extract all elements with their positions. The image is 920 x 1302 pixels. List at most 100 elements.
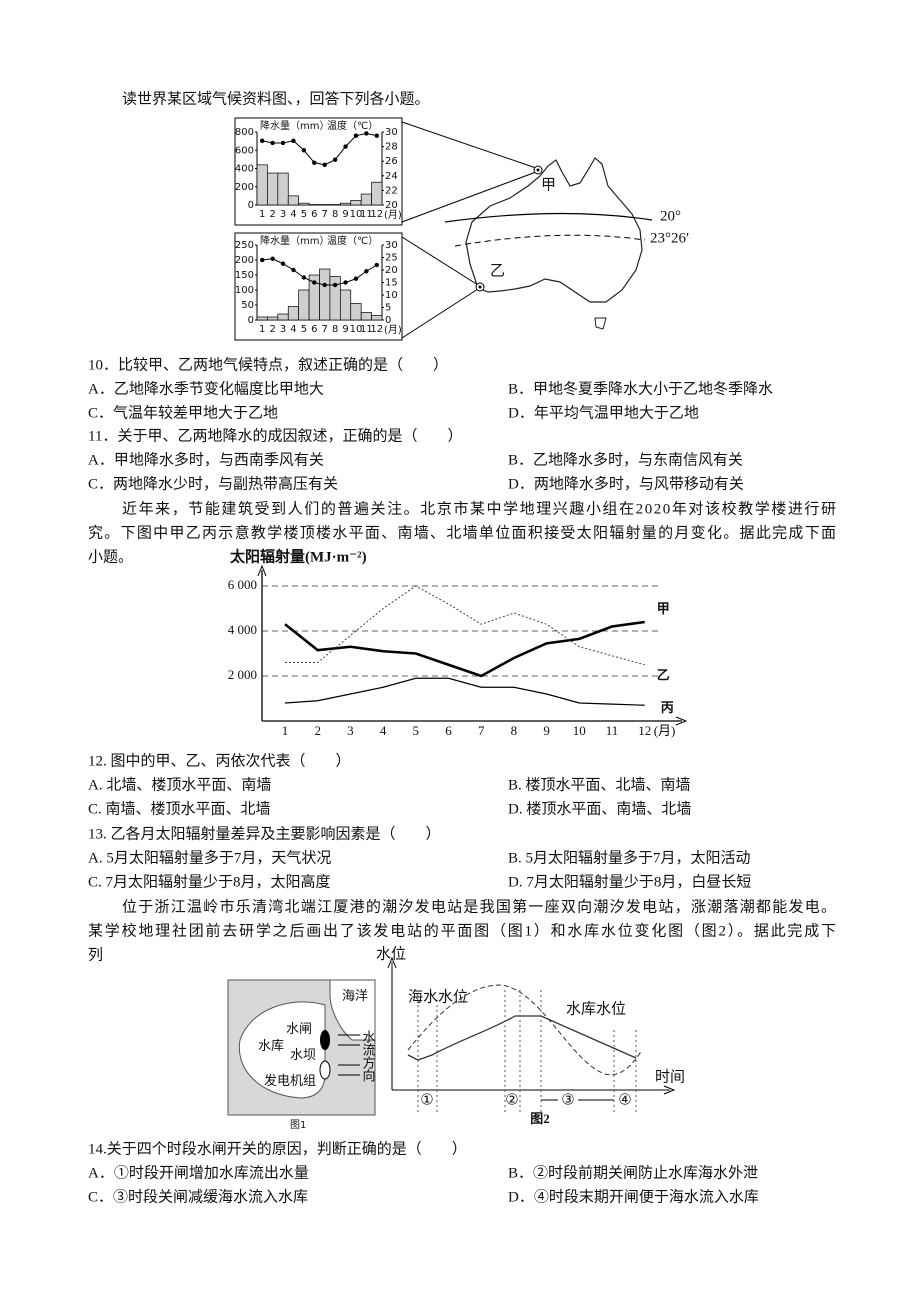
y-tick-label: 0 — [248, 200, 254, 211]
precip-bar — [350, 200, 362, 206]
temp-point — [322, 162, 327, 168]
x-tick-label: 1 — [259, 324, 265, 335]
precip-bar — [371, 315, 383, 321]
y2-tick-label: 20 — [385, 265, 398, 276]
fig-label: 发电机组 — [264, 1073, 316, 1088]
fig-label: ② — [505, 1092, 518, 1108]
fig-label: 水位 — [376, 945, 406, 962]
connector — [401, 171, 537, 223]
y2-tick-label: 25 — [385, 253, 398, 264]
latitude-line — [444, 212, 653, 223]
passage-line: 小题。 — [88, 548, 133, 565]
question-option: A．甲地降水多时，与西南季风有关 — [88, 451, 324, 468]
x-tick-label: 8 — [332, 209, 338, 220]
x-tick-label: 1 — [282, 723, 289, 738]
x-tick-label: 5 — [413, 723, 420, 738]
series-line — [285, 585, 645, 666]
y2-tick-label: 5 — [385, 303, 391, 314]
x-tick-label: 1 — [259, 209, 265, 220]
y-tick-label: 6 000 — [228, 577, 257, 592]
temp-point — [332, 282, 338, 288]
y-axis-title: 太阳辐射量(MJ·m⁻²) — [230, 547, 367, 565]
x-tick-label: 4 — [290, 324, 296, 335]
temp-label: 温度（℃） — [327, 119, 378, 132]
connector — [401, 121, 537, 169]
y-tick-label: 100 — [235, 285, 254, 296]
x-tick-label: 12 — [638, 723, 651, 738]
x-tick-label: 11 — [360, 209, 373, 220]
question-option: C．③时段关闸减缓海水流入水库 — [88, 1188, 308, 1205]
temp-point — [291, 138, 296, 143]
question-option: A. 北墙、楼顶水平面、南墙 — [88, 776, 271, 793]
series-label: 甲 — [657, 601, 670, 616]
x-tick-label: 2 — [269, 209, 275, 220]
x-tick-label: 10 — [573, 723, 586, 738]
generator-icon — [319, 1060, 331, 1080]
tropic-line — [454, 234, 646, 247]
y-tick-label: 200 — [235, 255, 254, 266]
precip-bar — [339, 202, 352, 206]
temp-point — [353, 133, 359, 138]
question-option: B．②时段前期关闸防止水库海水外泄 — [508, 1164, 758, 1181]
question-option: A．乙地降水季节变化幅度比甲地大 — [88, 380, 324, 397]
question-option: B．乙地降水多时，与东南信风有关 — [508, 451, 743, 468]
intro-text: 读世界某区域气候资料图、，回答下列各小题。 — [122, 90, 430, 107]
temp-point — [312, 280, 317, 285]
question-option: B．甲地冬夏季降水大小于乙地冬季降水 — [508, 380, 773, 397]
fig-label: 时间 — [655, 1068, 685, 1085]
sluice-icon — [320, 1030, 330, 1050]
reservoir-level-curve — [407, 1015, 637, 1061]
series-line — [284, 620, 645, 678]
question-option: C. 7月太阳辐射量少于8月，太阳高度 — [88, 873, 331, 890]
temp-label: 温度（℃） — [327, 234, 378, 247]
x-tick-label: 9 — [342, 209, 348, 220]
fig-label: ③ — [561, 1092, 574, 1108]
x-tick-label: 9 — [342, 324, 348, 335]
axis-arrow — [387, 956, 397, 969]
y2-tick-label: 30 — [385, 127, 398, 138]
x-tick-label: 8 — [332, 324, 338, 335]
x-tick-label: 5 — [301, 324, 307, 335]
question-option: D. 楼顶水平面、南墙、北墙 — [508, 800, 691, 817]
period-lines — [417, 990, 637, 1112]
precip-bar — [287, 306, 300, 321]
y-tick-label: 4 000 — [228, 622, 257, 637]
question-option: B. 5月太阳辐射量多于7月，太阳活动 — [508, 849, 751, 866]
question-option: A. 5月太阳辐射量多于7月，天气状况 — [88, 849, 331, 866]
fig-caption: 图2 — [530, 1111, 550, 1126]
y-tick-label: 400 — [235, 164, 254, 175]
question-option: D．④时段末期开闸便于海水流入水库 — [508, 1188, 759, 1205]
temp-point — [312, 160, 317, 165]
fig-label: 水坝 — [290, 1047, 316, 1062]
precip-bar — [350, 303, 362, 321]
x-tick-label: 2 — [269, 324, 275, 335]
fig-label: ① — [420, 1092, 433, 1108]
fig-label: 水库 — [258, 1038, 284, 1053]
tasmania — [594, 317, 607, 330]
x-tick-label: 11 — [606, 723, 619, 738]
y2-tick-label: 15 — [385, 278, 398, 289]
temp-point — [374, 262, 379, 268]
y2-tick-label: 20 — [385, 200, 398, 211]
y-tick-label: 0 — [248, 315, 254, 326]
y-tick-label: 150 — [235, 270, 254, 281]
y-tick-label: 250 — [235, 240, 254, 251]
connector — [401, 288, 479, 339]
precip-bar — [256, 316, 268, 321]
temp-point — [280, 261, 286, 266]
question-stem: 13. 乙各月太阳辐射量差异及主要影响因素是（ ） — [88, 825, 441, 842]
fig-label: 水闸 — [286, 1021, 312, 1036]
fig-label: 水库水位 — [566, 1000, 626, 1017]
x-tick-label: 12 — [370, 324, 383, 335]
map-label: 23°26′ — [650, 230, 689, 246]
temp-point — [374, 133, 379, 138]
x-tick-label: 3 — [280, 324, 286, 335]
precip-bar — [360, 312, 372, 321]
x-tick-label: 11 — [360, 324, 373, 335]
axis-arrow — [675, 716, 688, 726]
y-tick-label: 2 000 — [228, 667, 257, 682]
series-label: 丙 — [661, 700, 674, 715]
x-tick-label: 9 — [543, 723, 550, 738]
y2-tick-label: 22 — [385, 185, 398, 196]
x-tick-label: 5 — [301, 209, 307, 220]
